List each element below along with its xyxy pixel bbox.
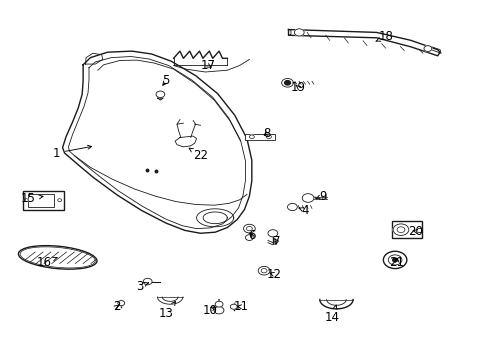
Circle shape [215, 301, 223, 307]
Circle shape [258, 266, 269, 275]
Circle shape [281, 78, 293, 87]
Circle shape [261, 269, 266, 273]
Circle shape [383, 251, 406, 269]
Text: 9: 9 [315, 190, 326, 203]
Circle shape [230, 304, 237, 309]
Circle shape [143, 278, 152, 285]
Text: 11: 11 [234, 300, 248, 313]
Circle shape [214, 307, 224, 314]
Circle shape [24, 199, 28, 202]
Circle shape [156, 91, 164, 98]
Circle shape [246, 226, 252, 231]
Circle shape [392, 258, 397, 262]
Circle shape [58, 199, 61, 202]
Bar [28, 194, 54, 207]
Text: 3: 3 [135, 280, 148, 293]
Circle shape [287, 203, 297, 211]
Circle shape [302, 194, 313, 202]
Text: 17: 17 [200, 59, 215, 72]
Text: 2: 2 [112, 300, 120, 313]
Text: 5: 5 [162, 75, 170, 87]
Circle shape [392, 224, 408, 235]
Text: 14: 14 [325, 305, 339, 324]
FancyBboxPatch shape [391, 221, 422, 238]
Circle shape [294, 29, 304, 36]
Text: 21: 21 [389, 256, 404, 269]
Bar [245, 134, 274, 140]
Text: 6: 6 [248, 229, 256, 242]
Text: 20: 20 [407, 225, 422, 238]
Ellipse shape [19, 246, 97, 269]
Polygon shape [288, 30, 439, 56]
Circle shape [266, 135, 271, 139]
Text: 22: 22 [189, 148, 207, 162]
Text: 10: 10 [203, 304, 217, 317]
Text: 1: 1 [52, 145, 91, 159]
Circle shape [387, 255, 401, 265]
Circle shape [284, 81, 290, 85]
Circle shape [267, 230, 277, 237]
Circle shape [249, 135, 254, 139]
Text: 18: 18 [375, 30, 393, 43]
Circle shape [245, 235, 253, 240]
Circle shape [243, 224, 255, 233]
Circle shape [423, 46, 431, 51]
Bar [23, 191, 63, 210]
Text: 19: 19 [290, 81, 305, 94]
Text: 4: 4 [298, 204, 309, 217]
Text: 13: 13 [159, 301, 175, 320]
Text: 12: 12 [266, 268, 281, 281]
Text: 15: 15 [21, 192, 43, 205]
Text: 16: 16 [37, 256, 57, 269]
Circle shape [396, 227, 404, 233]
Text: 8: 8 [262, 127, 270, 140]
Circle shape [118, 301, 124, 306]
Text: 7: 7 [272, 235, 280, 248]
